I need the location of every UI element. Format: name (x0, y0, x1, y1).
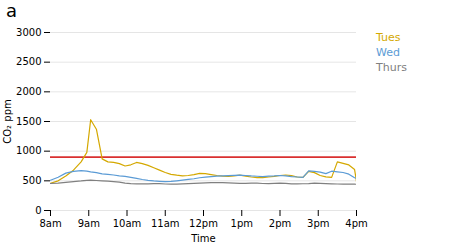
svg-text:2500: 2500 (16, 56, 41, 67)
svg-text:8am: 8am (39, 218, 61, 229)
html-text:a: a (6, 0, 17, 21)
svg-text:CO₂ ppm: CO₂ ppm (2, 99, 13, 143)
svg-text:0: 0 (35, 205, 41, 216)
svg-text:3pm: 3pm (307, 218, 329, 229)
svg-text:1pm: 1pm (231, 218, 253, 229)
svg-text:9am: 9am (78, 218, 100, 229)
svg-text:1000: 1000 (16, 145, 41, 156)
svg-text:12pm: 12pm (189, 218, 218, 229)
svg-text:1500: 1500 (16, 116, 41, 127)
svg-text:Time: Time (190, 233, 215, 244)
svg-text:10am: 10am (113, 218, 142, 229)
svg-text:4pm: 4pm (345, 218, 367, 229)
html-text:Tues: Tues (376, 31, 401, 44)
svg-text:500: 500 (22, 175, 41, 186)
svg-text:3000: 3000 (16, 27, 41, 38)
html-text:Wed: Wed (376, 46, 400, 59)
html-text:Thurs: Thurs (376, 61, 407, 74)
svg-text:11am: 11am (151, 218, 180, 229)
svg-text:2000: 2000 (16, 86, 41, 97)
svg-text:2pm: 2pm (269, 218, 291, 229)
